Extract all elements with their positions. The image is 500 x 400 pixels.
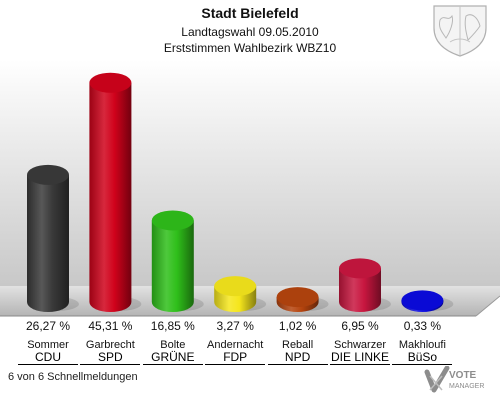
party-label-bueso: BüSo	[392, 350, 453, 365]
value-label-die-linke: 6,95 %	[341, 319, 379, 333]
party-label-fdp: FDP	[205, 350, 266, 365]
candidate-label-fdp: Andernacht	[207, 339, 264, 351]
party-label-spd: SPD	[80, 350, 141, 365]
bar-cap-fdp	[214, 276, 257, 297]
value-label-spd: 45,31 %	[88, 319, 133, 333]
candidate-label-gruene: Bolte	[160, 339, 186, 351]
candidate-label-spd: Garbrecht	[85, 339, 135, 351]
party-label-gruene: GRÜNE	[142, 350, 203, 365]
logo-subtitle: MANAGER	[449, 383, 485, 390]
bar-cap-cdu	[27, 164, 69, 185]
bar-spd	[89, 82, 132, 312]
candidate-label-die-linke: Schwarzer	[334, 339, 386, 351]
bar-cdu	[27, 174, 69, 312]
candidate-label-cdu: Sommer	[27, 339, 69, 351]
bar-cap-spd	[89, 72, 132, 93]
floor-edge-right	[475, 295, 500, 317]
candidate-label-bueso: Makhloufi	[398, 339, 446, 351]
party-label-cdu: CDU	[18, 350, 78, 365]
party-label-die-linke: DIE LINKE	[330, 350, 390, 365]
bar-cap-npd	[276, 287, 319, 308]
value-label-npd: 1,02 %	[278, 319, 317, 333]
bar-cap-die-linke	[339, 258, 381, 279]
chart-subtitle-district: Erststimmen Wahlbezirk WBZ10	[163, 41, 337, 55]
chart-subtitle-date: Landtagswahl 09.05.2010	[181, 25, 319, 39]
candidate-label-npd: Reball	[282, 339, 314, 351]
bar-gruene	[151, 220, 194, 312]
party-label-npd: NPD	[267, 350, 328, 365]
bar-die-linke	[339, 268, 381, 312]
coat-of-arms-icon	[433, 5, 487, 57]
status-text: 6 von 6 Schnellmeldungen	[8, 371, 138, 383]
value-label-bueso: 0,33 %	[403, 319, 442, 333]
chart-title: Stadt Bielefeld	[201, 5, 299, 21]
value-label-fdp: 3,27 %	[216, 319, 254, 333]
vote-manager-logo-icon	[424, 366, 450, 393]
back-wall	[0, 60, 500, 286]
bar-cap-bueso	[401, 290, 444, 311]
logo-title: VOTE	[449, 370, 477, 381]
value-label-gruene: 16,85 %	[150, 319, 195, 333]
value-label-cdu: 26,27 %	[25, 319, 71, 333]
bar-cap-gruene	[151, 210, 194, 231]
